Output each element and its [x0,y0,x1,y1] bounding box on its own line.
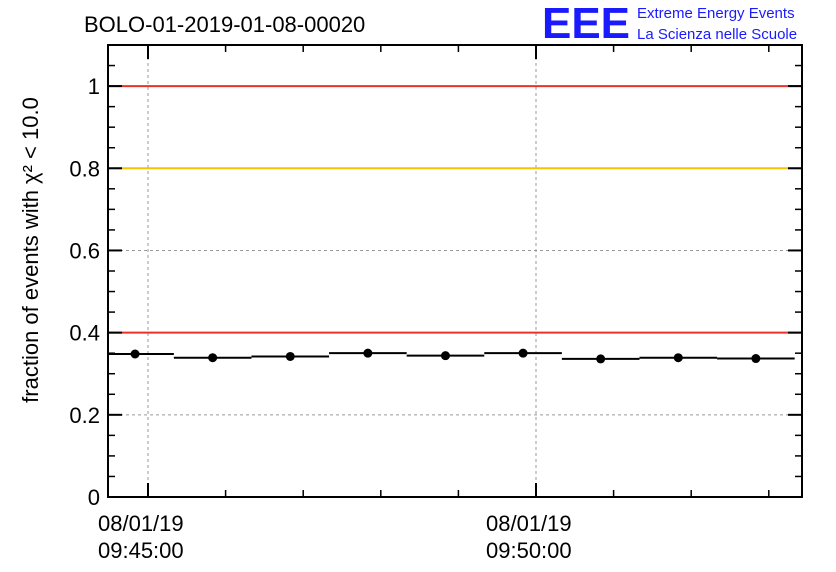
x-tick-label-time: 09:45:00 [98,538,184,563]
data-point [440,351,450,361]
logo-line2: La Scienza nelle Scuole [637,26,797,43]
y-tick-label: 0 [88,485,100,510]
reference-lines [108,85,802,334]
x-tick-label-time: 09:50:00 [486,538,572,563]
data-point [596,354,606,364]
y-tick-label: 1 [88,74,100,99]
label-layer: 00.20.40.60.8108/01/1909:45:0008/01/1909… [69,74,571,563]
y-tick-label: 0.6 [69,238,100,263]
x-tick-label-date: 08/01/19 [486,511,572,536]
logo-line1: Extreme Energy Events [637,5,795,22]
y-axis-label: fraction of events with χ² < 10.0 [18,97,43,403]
grid-layer [108,45,802,497]
data-point [285,351,295,361]
x-tick-label-date: 08/01/19 [98,511,184,536]
tick-layer [108,45,802,498]
logo-mark: EEE [542,0,630,48]
data-point [363,348,373,358]
y-tick-label: 0.8 [69,156,100,181]
eee-logo: EEE Extreme Energy Events La Scienza nel… [542,0,797,48]
data-layer [108,348,795,364]
y-tick-label: 0.4 [69,321,100,346]
y-tick-label: 0.2 [69,403,100,428]
data-point [751,354,761,364]
data-point [208,353,218,363]
data-point [518,348,528,358]
chart-title: BOLO-01-2019-01-08-00020 [84,12,365,37]
data-point [673,353,683,363]
data-point [130,349,140,359]
plot-frame [107,44,803,498]
